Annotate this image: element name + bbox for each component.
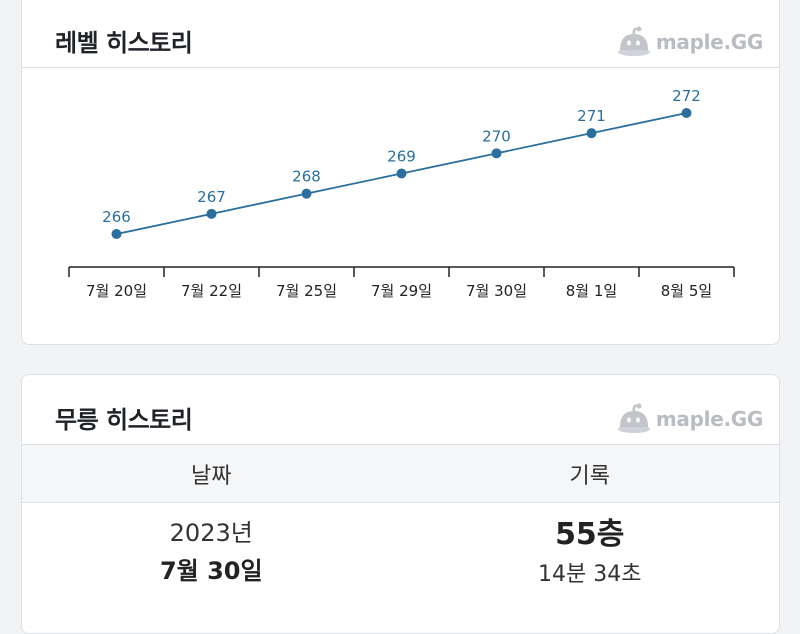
data-point [491,148,502,159]
data-point [396,168,407,179]
data-point [111,229,122,239]
level-chart: 266 267 268 269 270 271 272 7월 20일 7월 22일 7월 25일 7… [68,87,735,300]
data-label: 270 [482,127,511,145]
level-history-card: 레벨 히스토리 maple.GG 266 267 268 269 270 271 272 7월… [21,0,780,345]
data-point [301,188,312,199]
table-header: 날짜 기록 [22,445,779,503]
date-cell: 2023년 7월 30일 [22,503,401,623]
date-day: 7월 30일 [159,557,263,585]
mureung-history-title: 무릉 히스토리 [55,406,193,434]
mascot-icon [616,26,652,58]
column-header-date: 날짜 [191,463,232,489]
data-label: 271 [577,107,606,125]
record-floor: 55층 [555,517,625,552]
mureung-history-header: 무릉 히스토리 maple.GG [22,375,779,445]
x-tick-label: 8월 1일 [566,282,617,300]
table-row: 2023년 7월 30일 55층 14분 34초 [22,503,779,623]
data-point [681,108,692,118]
column-header-record: 기록 [569,463,610,489]
data-label: 272 [672,87,701,105]
data-point [586,128,597,139]
x-tick-label: 7월 29일 [371,282,432,300]
data-label: 266 [102,208,131,226]
brand-text: maple.GG [655,30,763,54]
mascot-icon [616,403,652,435]
data-label: 269 [387,148,416,166]
data-point [206,208,217,219]
brand-logo: maple.GG [616,403,763,435]
brand-text: maple.GG [655,407,763,431]
x-tick-label: 7월 25일 [276,282,337,300]
data-label: 268 [292,168,321,186]
record-time: 14분 34초 [538,562,642,587]
level-history-header: 레벨 히스토리 maple.GG [22,0,779,68]
x-tick-label: 7월 30일 [466,282,527,300]
mureung-history-card: 무릉 히스토리 maple.GG 날짜 기록 2023년 7월 30일 [21,374,780,634]
record-cell: 55층 14분 34초 [401,503,780,623]
data-label: 267 [197,188,226,206]
brand-logo: maple.GG [616,26,763,58]
x-tick-label: 7월 22일 [181,282,242,300]
level-history-title: 레벨 히스토리 [55,29,193,57]
x-tick-label: 7월 20일 [86,282,147,300]
date-year: 2023년 [169,519,253,547]
x-tick-label: 8월 5일 [661,282,712,300]
